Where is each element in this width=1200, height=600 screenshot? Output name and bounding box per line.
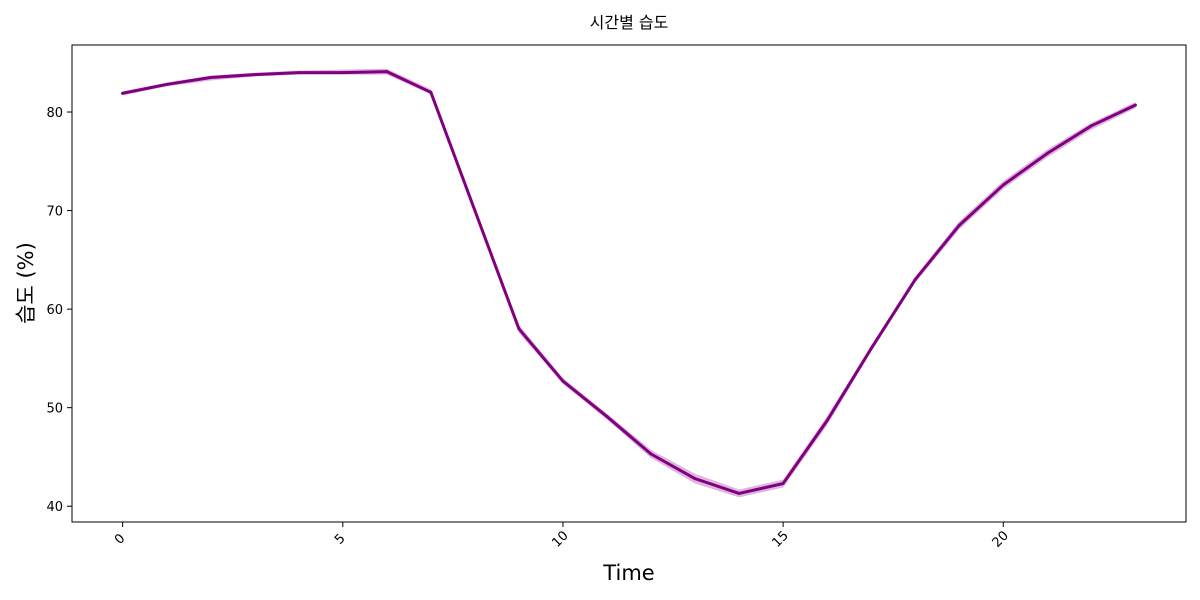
chart-title: 시간별 습도 <box>590 13 669 32</box>
data-point <box>1089 124 1093 128</box>
x-tick-label: 15 <box>769 528 791 550</box>
data-point <box>781 482 785 486</box>
x-axis-label: Time <box>602 561 654 585</box>
confidence-band <box>122 68 1136 498</box>
data-point <box>209 76 213 80</box>
plot-frame <box>71 44 1187 523</box>
data-point <box>341 71 345 75</box>
y-axis-ticks: 40 50 60 70 80 <box>46 106 72 515</box>
data-point <box>1133 103 1137 107</box>
data-point <box>121 91 125 95</box>
y-tick-label: 60 <box>46 303 63 318</box>
x-tick-label: 10 <box>549 528 571 550</box>
data-point <box>253 73 257 77</box>
y-axis-label: 습도 (%) <box>14 242 38 324</box>
data-point <box>385 70 389 74</box>
x-tick-label: 20 <box>990 528 1012 550</box>
data-point <box>297 71 301 75</box>
data-point <box>649 452 653 456</box>
data-point <box>429 90 433 94</box>
x-tick-label: 0 <box>112 531 128 547</box>
y-tick-label: 40 <box>46 500 63 515</box>
data-point <box>561 379 565 383</box>
data-point <box>165 82 169 86</box>
data-point <box>913 278 917 282</box>
x-axis-ticks: 0 5 10 15 20 <box>112 522 1012 551</box>
y-tick-label: 80 <box>46 106 63 121</box>
data-point <box>473 209 477 213</box>
data-point <box>605 415 609 419</box>
data-point <box>957 223 961 227</box>
y-tick-label: 50 <box>46 402 63 417</box>
x-tick-label: 5 <box>332 531 348 547</box>
confidence-band-layer <box>122 68 1136 498</box>
y-tick-label: 70 <box>46 205 63 220</box>
series-line-layer <box>121 70 1137 495</box>
data-point <box>693 477 697 481</box>
series-line <box>121 70 1137 495</box>
data-point <box>825 418 829 422</box>
data-point <box>517 327 521 331</box>
data-point <box>869 347 873 351</box>
data-point <box>1045 151 1049 155</box>
data-point <box>737 491 741 495</box>
data-point <box>1001 183 1005 187</box>
